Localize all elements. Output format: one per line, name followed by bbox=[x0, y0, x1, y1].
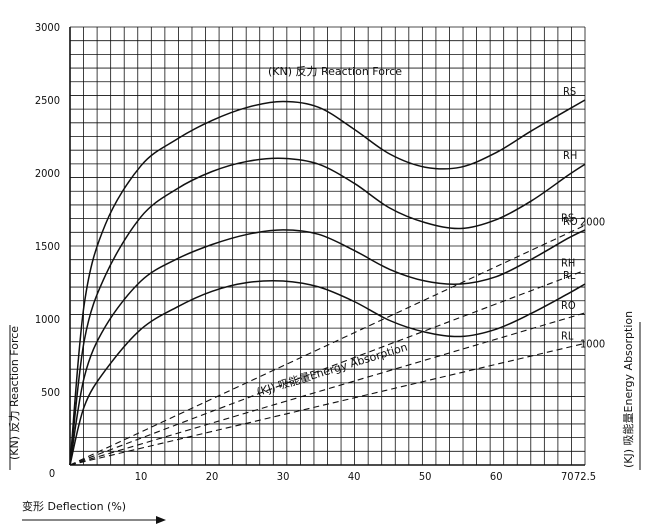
force-annotation: (KN) 反力 Reaction Force bbox=[268, 65, 402, 78]
y2-tick-labels: 1000 2000 bbox=[580, 216, 605, 351]
energy-series-group bbox=[69, 224, 586, 466]
x-tick-label: 30 bbox=[277, 470, 290, 483]
x-tick-label: 60 bbox=[490, 470, 503, 483]
series-labels: RS RH RO RL RS RH RO RL bbox=[561, 85, 578, 342]
y-tick-label: 2000 bbox=[35, 167, 60, 180]
energy-series-label-rs: RS bbox=[561, 211, 574, 224]
y-tick-labels: 500 1000 1500 2000 2500 3000 bbox=[35, 21, 60, 399]
energy-line-rl bbox=[69, 342, 586, 466]
energy-line-rs bbox=[69, 224, 586, 466]
force-series-label-rs: RS bbox=[563, 85, 576, 98]
x-axis-arrow-head bbox=[156, 516, 166, 524]
axes bbox=[69, 27, 585, 466]
x-tick-label: 40 bbox=[348, 470, 361, 483]
force-line-rs bbox=[69, 99, 586, 466]
energy-series-label-rl: RL bbox=[561, 329, 574, 342]
force-line-ro bbox=[69, 229, 586, 466]
y-axis-right-label: (KJ) 吸能量Energy Absorption bbox=[621, 311, 635, 468]
y-tick-label: 3000 bbox=[35, 21, 60, 34]
y-axis-left-label: (KN) 反力 Reaction Force bbox=[8, 326, 21, 460]
origin-tick-label: 0 bbox=[49, 467, 55, 480]
x-tick-label: 72.5 bbox=[574, 470, 596, 483]
y-tick-label: 1500 bbox=[35, 240, 60, 253]
x-tick-label: 50 bbox=[419, 470, 432, 483]
force-series-label-rl: RL bbox=[563, 269, 576, 282]
force-series-label-ro: RO bbox=[563, 215, 578, 228]
force-series-label-rh: RH bbox=[563, 149, 577, 162]
force-line-rh bbox=[69, 157, 586, 466]
energy-line-rh bbox=[69, 269, 586, 466]
x-tick-label: 20 bbox=[206, 470, 219, 483]
force-line-rl bbox=[69, 279, 586, 466]
energy-series-label-rh: RH bbox=[561, 256, 575, 269]
y2-tick-label: 2000 bbox=[580, 216, 605, 229]
x-tick-labels: 10 20 30 40 50 60 70 72.5 0 bbox=[49, 467, 596, 483]
x-tick-label: 10 bbox=[135, 470, 148, 483]
energy-series-label-ro: RO bbox=[561, 299, 576, 312]
x-tick-label: 70 bbox=[561, 470, 574, 483]
x-axis-label: 变形 Deflection (%) bbox=[22, 499, 126, 513]
force-series-group bbox=[69, 99, 586, 466]
y-tick-label: 2500 bbox=[35, 94, 60, 107]
y-tick-label: 1000 bbox=[35, 313, 60, 326]
y2-tick-label: 1000 bbox=[580, 337, 605, 350]
y-tick-label: 500 bbox=[41, 386, 60, 399]
